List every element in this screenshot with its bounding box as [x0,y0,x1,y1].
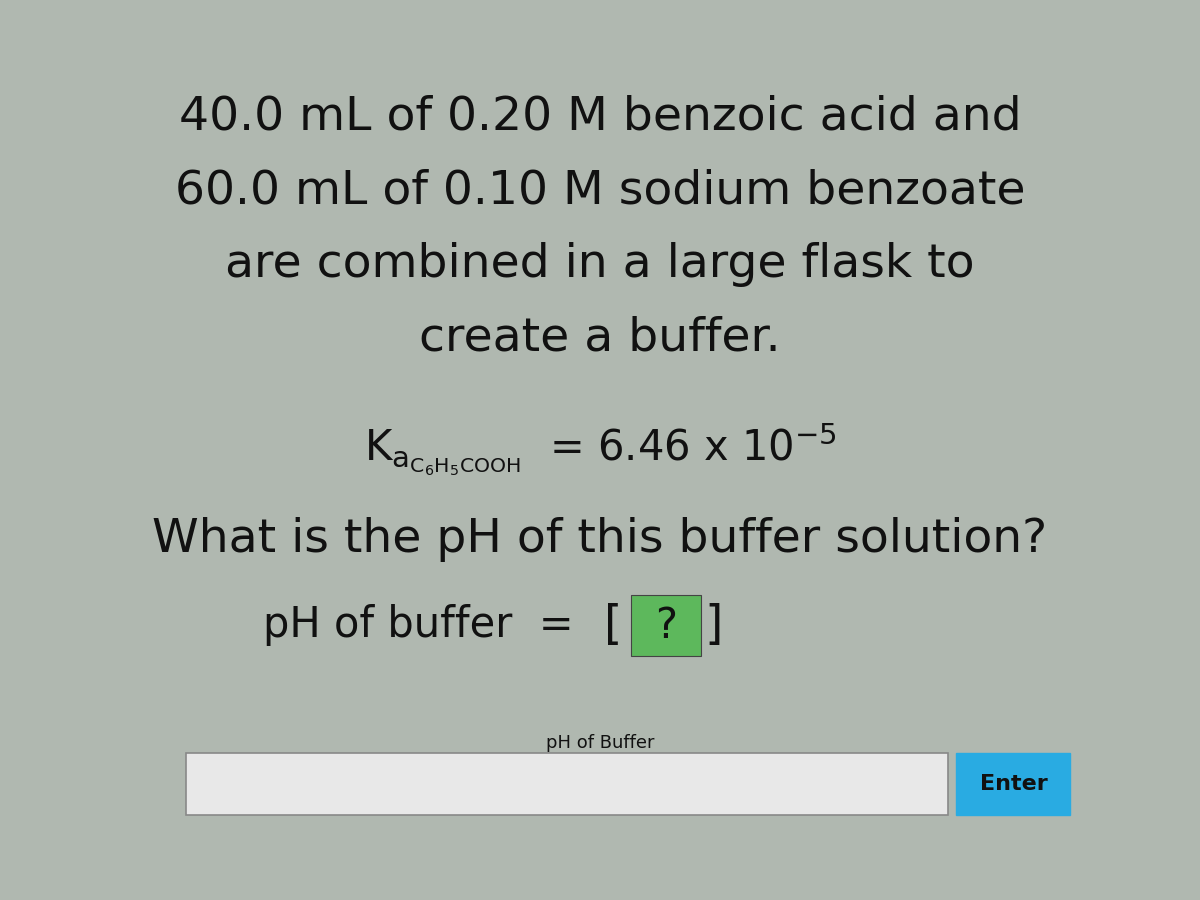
Text: are combined in a large flask to: are combined in a large flask to [226,242,974,287]
Text: create a buffer.: create a buffer. [419,316,781,361]
Text: Enter: Enter [979,774,1048,794]
Text: pH of buffer  =: pH of buffer = [263,605,600,646]
FancyBboxPatch shape [186,753,948,814]
Text: ]: ] [704,603,722,648]
Text: pH of Buffer: pH of Buffer [546,734,654,752]
Text: 60.0 mL of 0.10 M sodium benzoate: 60.0 mL of 0.10 M sodium benzoate [175,168,1025,213]
FancyBboxPatch shape [956,753,1070,814]
Text: [: [ [604,603,622,648]
Text: $\mathregular{K}$$_{\mathregular{a}_{\mathregular{C_6H_5COOH}}}$  = 6.46 x 10$^{: $\mathregular{K}$$_{\mathregular{a}_{\ma… [364,422,836,478]
Text: ?: ? [655,605,677,646]
Text: 40.0 mL of 0.20 M benzoic acid and: 40.0 mL of 0.20 M benzoic acid and [179,94,1021,140]
FancyBboxPatch shape [631,595,701,656]
Text: What is the pH of this buffer solution?: What is the pH of this buffer solution? [152,518,1048,562]
